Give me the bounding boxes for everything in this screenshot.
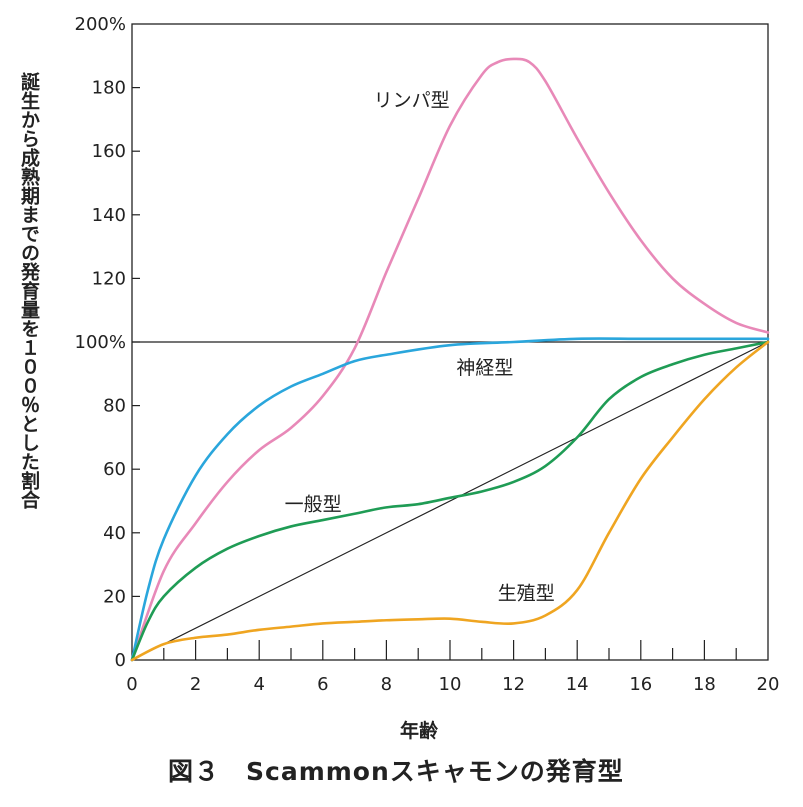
y-axis-label: 誕生から成熟期までの発育量を１００％とした割合 <box>18 72 40 509</box>
y-tick-label: 160 <box>92 141 126 162</box>
y-tick-label: 120 <box>92 268 126 289</box>
y-tick-label: 140 <box>92 205 126 226</box>
series-layer <box>130 57 770 662</box>
x-tick-label: 18 <box>693 674 716 695</box>
series-label-1: 神経型 <box>456 357 513 379</box>
x-tick-label: 0 <box>126 674 137 695</box>
y-tick-label: 60 <box>103 459 126 480</box>
x-tick-label: 16 <box>629 674 652 695</box>
x-tick-label: 8 <box>381 674 392 695</box>
reference-lines <box>131 341 769 661</box>
y-tick-label: 80 <box>103 396 126 417</box>
series-label-2: 一般型 <box>285 494 342 516</box>
y-tick-label: 200% <box>75 14 126 35</box>
y-tick-label: 100% <box>75 332 126 353</box>
series-line-1 <box>130 337 770 662</box>
series-line-2 <box>130 340 770 662</box>
figure-caption: 図３ Scammonスキャモンの発育型 <box>168 757 624 786</box>
x-tick-label: 6 <box>317 674 328 695</box>
series-label-0: リンパ型 <box>374 90 450 112</box>
x-tick-label: 14 <box>566 674 589 695</box>
x-tick-label: 12 <box>502 674 525 695</box>
y-tick-label: 0 <box>115 650 126 671</box>
x-axis-label: 年齢 <box>400 720 439 742</box>
series-label-3: 生殖型 <box>498 583 555 605</box>
series-line-0 <box>130 57 770 662</box>
x-tick-label: 10 <box>439 674 462 695</box>
y-tick-label: 40 <box>103 523 126 544</box>
diagonal-reference-line <box>131 341 769 661</box>
y-axis: 0 20 40 60 80 100% 120 140 160 180 200% <box>75 14 140 671</box>
y-tick-label: 180 <box>92 78 126 99</box>
x-axis: 0 2 4 6 8 10 12 14 16 18 20 <box>126 640 779 695</box>
x-tick-label: 2 <box>190 674 201 695</box>
series-line-3 <box>130 340 770 662</box>
x-tick-label: 4 <box>253 674 264 695</box>
y-tick-label: 20 <box>103 586 126 607</box>
x-tick-label: 20 <box>757 674 780 695</box>
